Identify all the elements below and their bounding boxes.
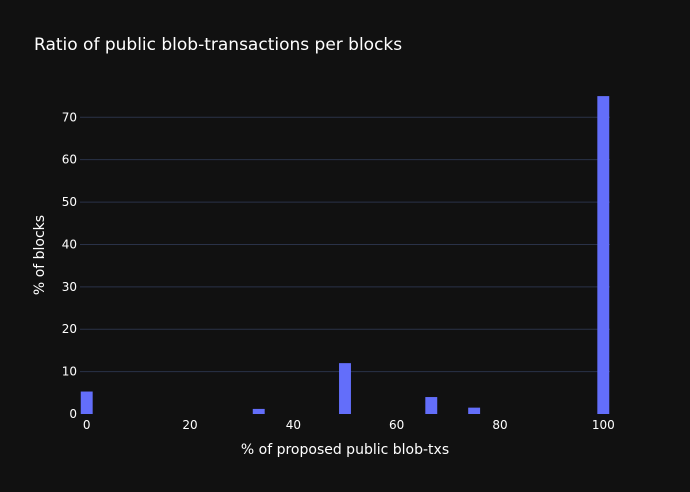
x-tick-label: 40	[286, 418, 301, 432]
histogram-bar[interactable]	[425, 397, 438, 414]
x-tick-label: 0	[83, 418, 91, 432]
histogram-bar[interactable]	[468, 407, 481, 414]
x-tick-label: 20	[182, 418, 197, 432]
bars	[80, 96, 610, 414]
x-tick-label: 100	[592, 418, 615, 432]
y-tick-labels: 0 10 20 30 40 50 60 70	[62, 110, 77, 421]
histogram-bar[interactable]	[597, 96, 610, 414]
histogram-bar[interactable]	[339, 363, 351, 414]
y-tick-label: 70	[62, 110, 77, 124]
x-tick-labels: 0 20 40 60 80 100	[83, 418, 615, 432]
y-tick-label: 10	[62, 365, 77, 379]
y-tick-label: 20	[62, 322, 77, 336]
x-tick-label: 60	[389, 418, 404, 432]
histogram-bar[interactable]	[252, 408, 265, 414]
y-tick-label: 0	[69, 407, 77, 421]
y-axis-label: % of blocks	[32, 215, 48, 295]
histogram-bar[interactable]	[80, 391, 93, 414]
chart-title: Ratio of public blob-transactions per bl…	[34, 35, 402, 55]
x-axis-label: % of proposed public blob-txs	[241, 442, 449, 458]
y-tick-label: 40	[62, 237, 77, 251]
x-tick-label: 80	[492, 418, 507, 432]
y-tick-label: 30	[62, 280, 77, 294]
y-tick-label: 50	[62, 195, 77, 209]
gridlines	[80, 116, 610, 373]
y-tick-label: 60	[62, 153, 77, 167]
